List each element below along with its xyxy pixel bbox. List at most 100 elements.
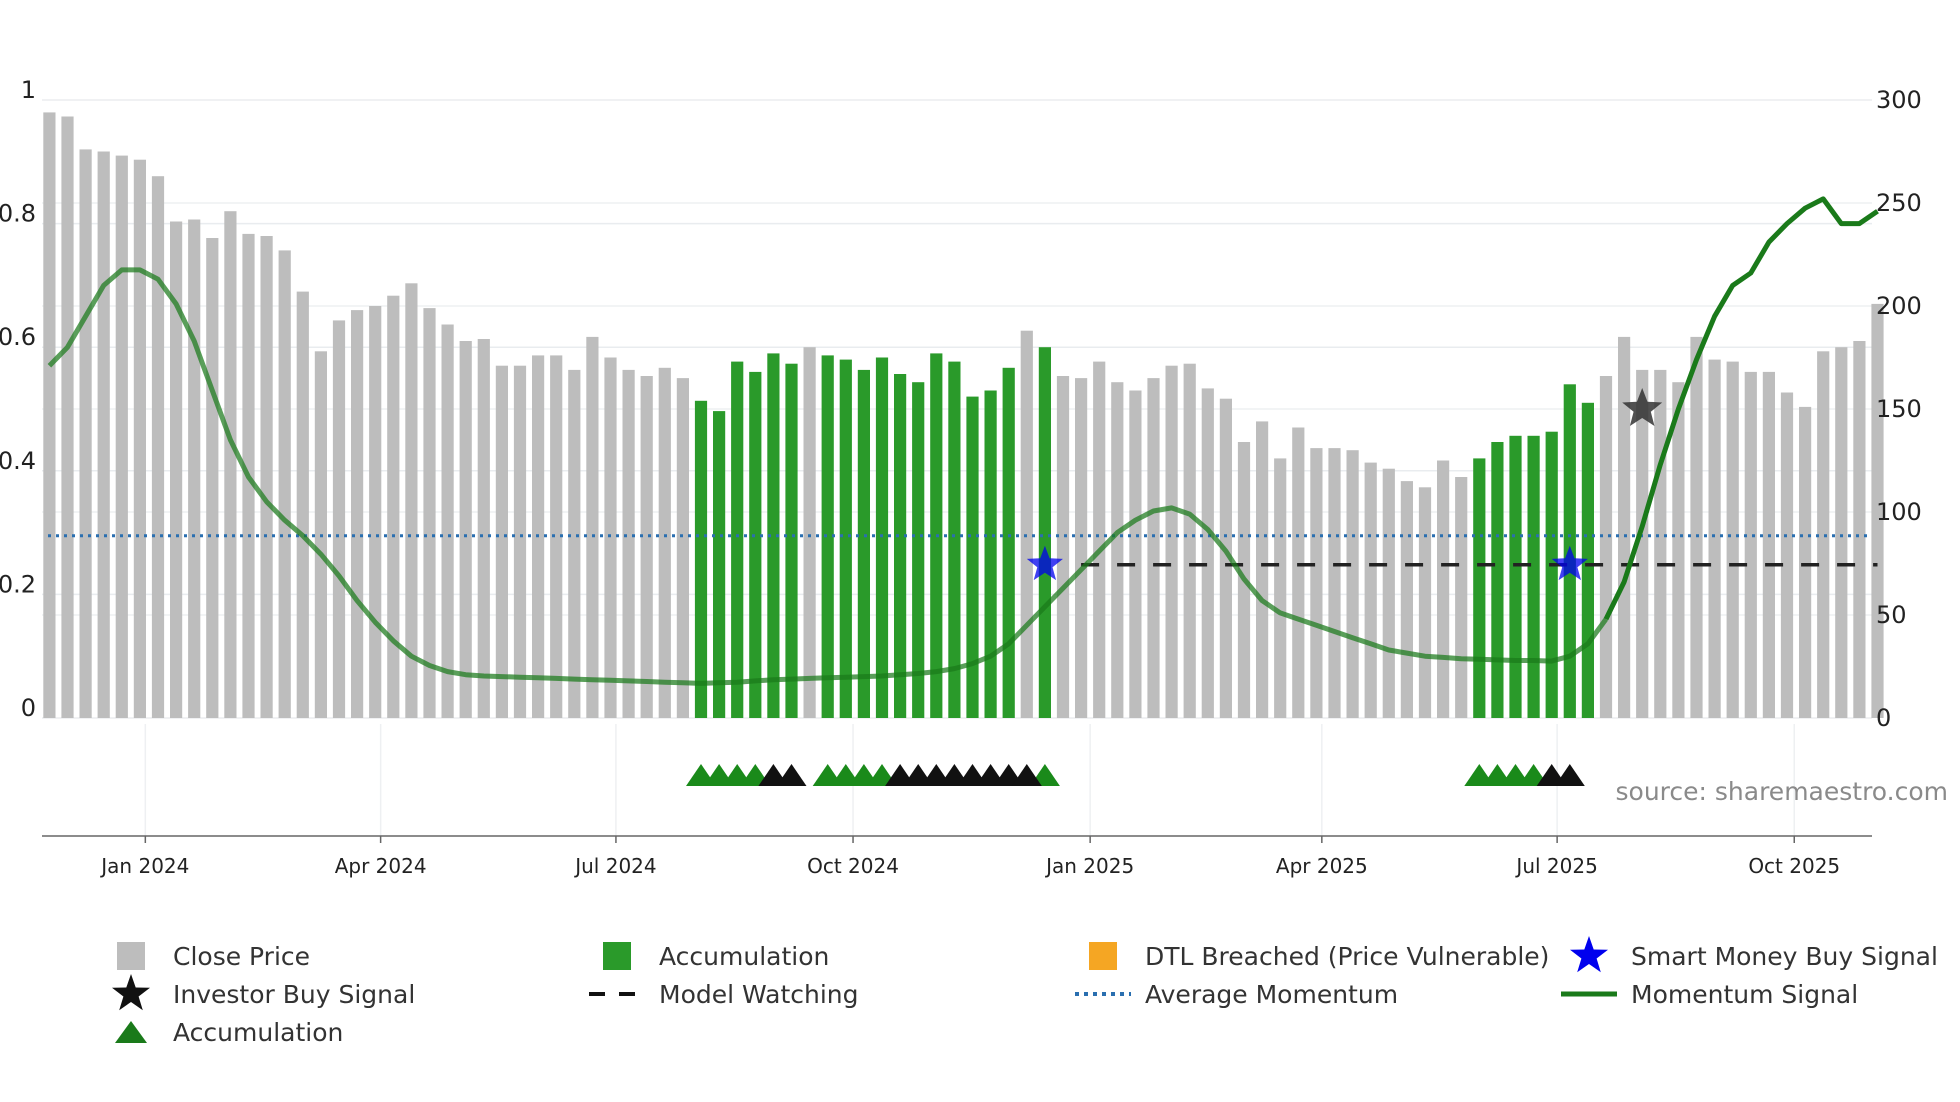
- momentum-signal-line-history: [47, 267, 1609, 686]
- legend-swatch-square: [117, 942, 145, 970]
- close-price-bar: [43, 112, 56, 718]
- legend-swatch-square: [1089, 942, 1117, 970]
- close-price-bar: [1690, 336, 1703, 718]
- close-price-bar: [1672, 382, 1685, 718]
- close-price-bar: [676, 378, 689, 718]
- close-price-bar: [224, 211, 237, 718]
- close-price-bar: [1292, 427, 1305, 718]
- close-price-bar: [151, 176, 165, 718]
- accumulation-bar: [767, 353, 780, 718]
- accumulation-bar: [1002, 367, 1015, 718]
- close-price-bar: [1111, 382, 1124, 718]
- close-price-bar: [1274, 458, 1287, 718]
- accumulation-bar: [785, 363, 798, 718]
- legend-label: Smart Money Buy Signal: [1631, 942, 1938, 971]
- close-price-bar: [1382, 468, 1395, 718]
- close-price-bar: [1455, 477, 1468, 718]
- legend-swatch-star: [112, 974, 150, 1011]
- left-axis-tick: 1: [21, 76, 36, 104]
- close-price-bar: [1853, 341, 1866, 718]
- accumulation-triangle-black: [1554, 764, 1585, 786]
- close-price-bar: [1636, 369, 1649, 718]
- close-price-bar: [1201, 388, 1214, 718]
- legend-label: Average Momentum: [1145, 980, 1398, 1009]
- close-price-bar: [1328, 448, 1341, 718]
- close-price-bar: [604, 357, 617, 718]
- legend-swatch-star: [1570, 936, 1608, 973]
- price-bars: [43, 112, 1884, 719]
- x-axis-label: Jan 2024: [99, 854, 189, 878]
- legend-label: Accumulation: [659, 942, 829, 971]
- source-label: source: sharemaestro.com: [1616, 777, 1949, 806]
- close-price-bar: [550, 355, 563, 718]
- close-price-bar: [1708, 359, 1721, 718]
- close-price-bar: [61, 116, 74, 718]
- close-price-bar: [1744, 371, 1757, 718]
- accumulation-bar: [1527, 435, 1540, 718]
- close-price-bar: [1871, 303, 1884, 718]
- close-price-bar: [459, 341, 472, 718]
- close-price-bar: [260, 236, 273, 718]
- x-axis-label: Jan 2025: [1044, 854, 1134, 878]
- accumulation-triangle-black: [1011, 764, 1042, 786]
- legend-label: Close Price: [173, 942, 310, 971]
- right-axis-tick: 100: [1876, 498, 1922, 526]
- close-price-bar: [405, 283, 418, 718]
- momentum-lines: [47, 196, 1879, 686]
- close-price-bar: [1020, 330, 1033, 718]
- accumulation-bar: [713, 411, 726, 718]
- close-price-bar: [369, 306, 382, 718]
- x-axis-label: Apr 2025: [1276, 854, 1368, 878]
- x-axis-label: Apr 2024: [335, 854, 427, 878]
- close-price-bar: [1780, 392, 1794, 718]
- close-price-bar: [1654, 369, 1667, 718]
- close-price-bar: [97, 151, 110, 718]
- close-price-bar: [1346, 450, 1359, 718]
- close-price-bar: [495, 365, 508, 718]
- left-axis-tick: 0.4: [0, 447, 36, 475]
- close-price-bar: [296, 291, 309, 718]
- close-price-bar: [640, 376, 653, 718]
- x-axis-label: Jul 2024: [573, 854, 656, 878]
- close-price-bar: [133, 159, 146, 718]
- close-price-bar: [1599, 376, 1613, 718]
- close-price-bar: [803, 347, 816, 718]
- close-price-bar: [1075, 378, 1088, 718]
- close-price-bar: [513, 365, 527, 718]
- accumulation-triangle-black: [776, 764, 807, 786]
- close-price-bar: [206, 238, 219, 718]
- left-axis-tick: 0.2: [0, 570, 36, 598]
- accumulation-bar: [694, 400, 708, 718]
- close-price-bar: [1418, 487, 1432, 718]
- close-price-bar: [170, 221, 183, 718]
- close-price-bar: [622, 369, 635, 718]
- close-price-bar: [278, 250, 291, 718]
- smart-money-buy-star: [1026, 545, 1063, 581]
- accumulation-bar: [1038, 347, 1051, 718]
- signal-markers: [1026, 388, 1663, 581]
- accumulation-bar: [948, 361, 961, 718]
- accumulation-bar: [839, 359, 852, 718]
- accumulation-bar: [875, 357, 889, 718]
- x-axis: Jan 2024 Apr 2024 Jul 2024 Oct 2024 Jan 2025…: [42, 835, 1872, 878]
- close-price-bar: [1256, 421, 1269, 718]
- close-price-bar: [351, 310, 364, 718]
- legend-label: Model Watching: [659, 980, 859, 1009]
- legend-label: Accumulation: [173, 1018, 343, 1047]
- accumulation-bar: [749, 371, 762, 718]
- close-price-bar: [79, 149, 92, 718]
- left-axis-tick: 0.8: [0, 200, 36, 228]
- close-price-bar: [477, 339, 490, 718]
- accumulation-bar: [857, 369, 870, 718]
- legend-label: DTL Breached (Price Vulnerable): [1145, 942, 1549, 971]
- right-axis-tick: 200: [1876, 292, 1922, 320]
- right-axis-tick: 150: [1876, 395, 1922, 423]
- close-price-bar: [1147, 378, 1160, 718]
- accumulation-bar: [912, 382, 925, 718]
- smart-money-buy-star: [1551, 545, 1588, 581]
- close-price-bar: [1817, 351, 1830, 718]
- right-axis-tick: 50: [1876, 601, 1907, 629]
- accumulation-bar: [1545, 431, 1558, 718]
- axes: 0 0.2 0.4 0.6 0.8 1 0 50 100 150 200 250 300: [0, 76, 1922, 732]
- x-axis-label: Oct 2024: [807, 854, 899, 878]
